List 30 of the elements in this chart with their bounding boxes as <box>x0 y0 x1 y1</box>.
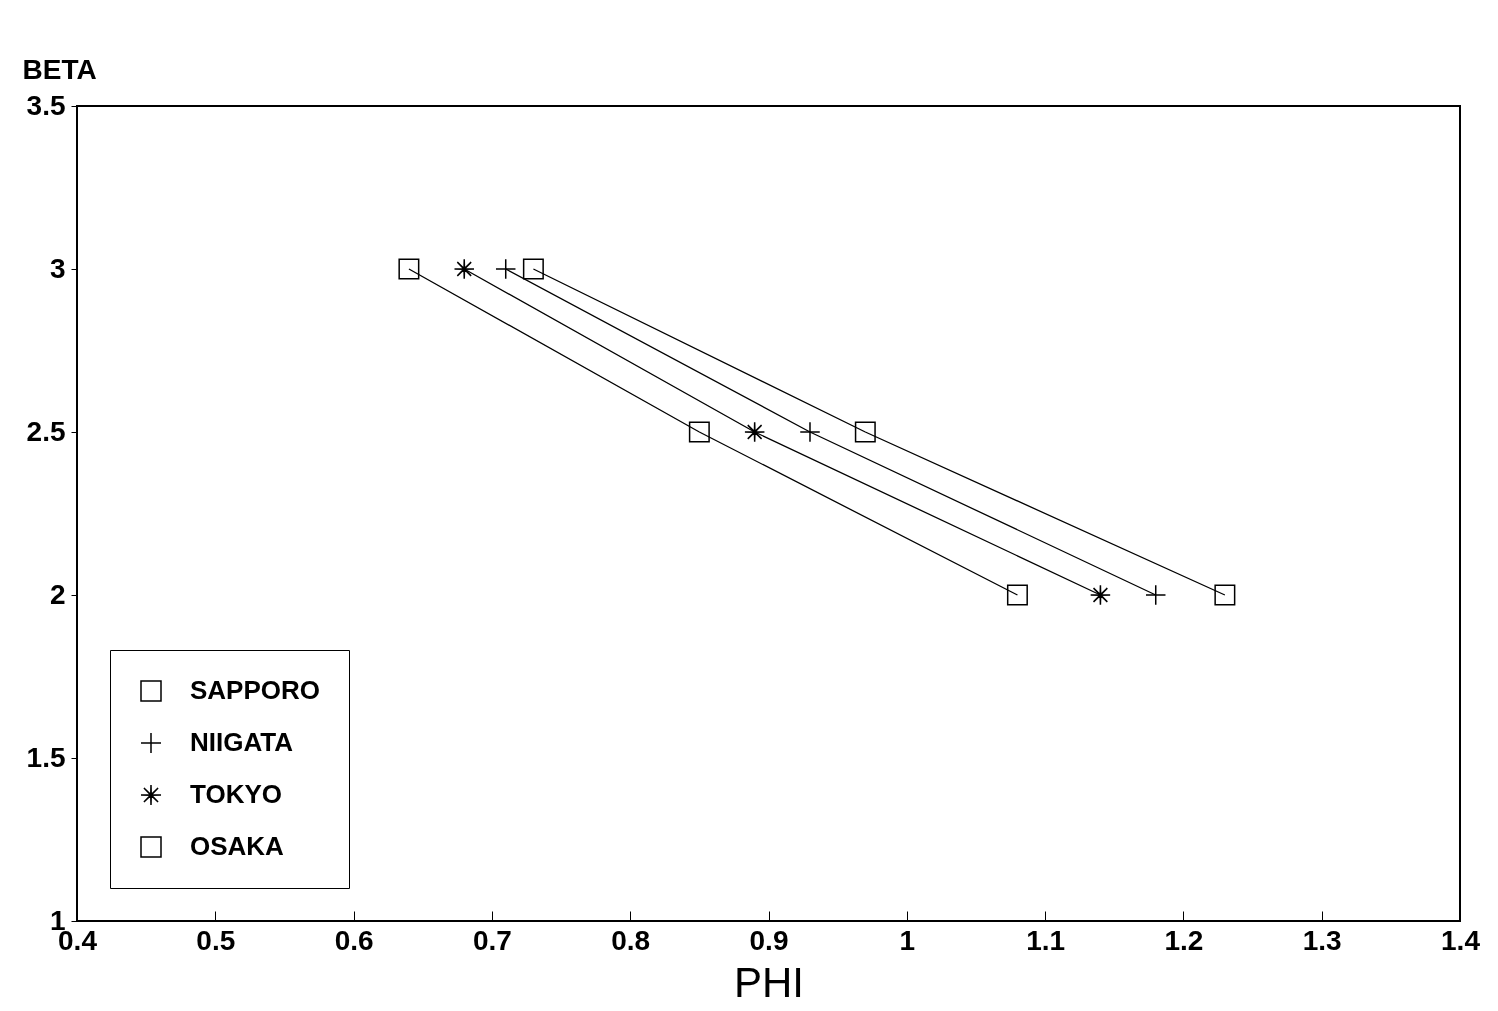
x-tick-label: 1.3 <box>1302 924 1342 956</box>
point <box>1214 584 1236 606</box>
x-tick-label: 0.5 <box>196 924 236 956</box>
y-axis-title: BETA <box>22 53 97 85</box>
x-tick-label: 0.7 <box>472 924 512 956</box>
x-tick-label: 0.9 <box>749 924 789 956</box>
legend-label: SAPPORO <box>190 675 321 705</box>
y-tick-label: 2.5 <box>26 415 66 447</box>
point <box>688 421 710 443</box>
y-tick-label: 3 <box>49 252 66 284</box>
x-tick-label: 1 <box>899 924 916 956</box>
point <box>453 258 475 280</box>
y-tick-label: 3.5 <box>26 89 66 121</box>
point <box>522 258 544 280</box>
x-tick-label: 0.6 <box>334 924 374 956</box>
y-tick-label: 1.5 <box>26 741 66 773</box>
point <box>1089 584 1111 606</box>
point <box>1006 584 1028 606</box>
x-tick-label: 0.8 <box>611 924 651 956</box>
legend-label: NIIGATA <box>190 727 294 757</box>
x-tick-label: 1.2 <box>1164 924 1204 956</box>
point <box>744 421 766 443</box>
y-tick-label: 2 <box>49 578 66 610</box>
point <box>398 258 420 280</box>
x-tick-label: 1.4 <box>1441 924 1481 956</box>
legend-label: TOKYO <box>190 779 282 809</box>
x-axis-title: PHI <box>733 958 805 1006</box>
point <box>854 421 876 443</box>
legend-label: OSAKA <box>190 831 285 861</box>
x-tick-label: 1.1 <box>1026 924 1066 956</box>
